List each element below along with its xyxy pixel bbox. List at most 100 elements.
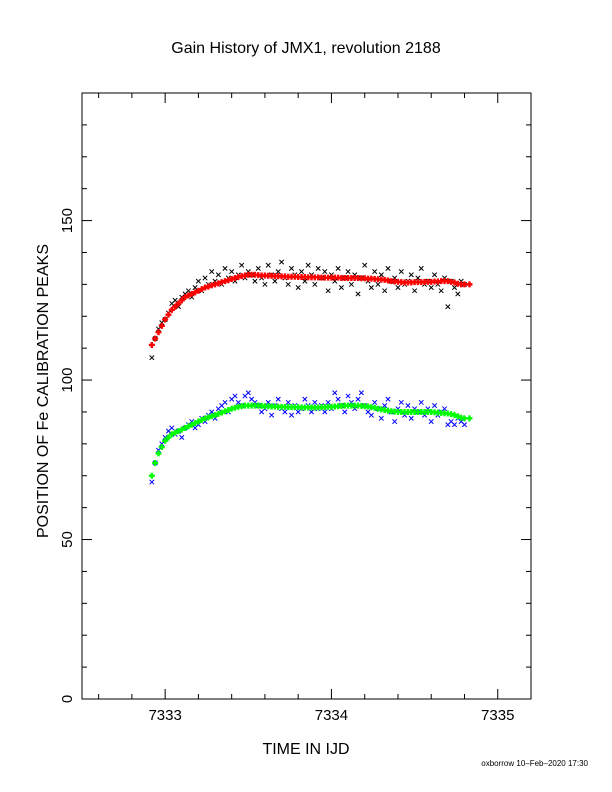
data-point (215, 280, 222, 287)
data-point (252, 278, 258, 284)
data-point (202, 275, 208, 281)
data-point (451, 422, 458, 428)
data-point (308, 409, 315, 415)
data-point (466, 281, 473, 288)
data-point (182, 424, 189, 431)
series-0 (149, 259, 468, 361)
data-point (355, 396, 361, 402)
data-point (325, 288, 331, 294)
data-point (392, 418, 398, 425)
data-point (348, 399, 354, 405)
data-point (412, 288, 418, 294)
data-point (298, 269, 305, 275)
data-point (148, 472, 155, 479)
data-point (152, 335, 159, 342)
data-point (205, 414, 212, 421)
data-point (158, 444, 165, 451)
data-point (455, 291, 461, 297)
data-point (275, 269, 281, 275)
data-point (398, 399, 404, 405)
data-point (402, 412, 408, 418)
data-point (325, 399, 331, 405)
data-point (395, 406, 401, 412)
data-point (418, 265, 424, 271)
data-point (178, 426, 185, 433)
data-point (382, 403, 388, 409)
y-axis-label: POSITION OF Fe CALIBRATION PEAKS (35, 244, 52, 538)
data-point (192, 289, 199, 296)
data-point (225, 277, 232, 284)
plot-frame (81, 92, 532, 700)
data-point (209, 269, 215, 275)
footer-credit: oxborrow 10–Feb–2020 17:30 (481, 759, 588, 768)
data-point (342, 409, 348, 415)
data-point (345, 269, 351, 275)
series-3 (148, 402, 473, 479)
data-point (245, 390, 251, 396)
data-point (185, 423, 192, 430)
data-point (239, 262, 245, 268)
data-point (229, 269, 235, 275)
data-point (288, 412, 295, 418)
data-point (168, 306, 175, 313)
x-tick-label: 7333 (148, 707, 181, 724)
data-point (295, 285, 301, 291)
y-tick-label: 50 (59, 531, 76, 548)
data-point (441, 406, 448, 412)
data-point (215, 272, 221, 278)
data-point (192, 285, 198, 291)
data-point (232, 393, 238, 399)
data-point (322, 409, 328, 415)
data-point (332, 390, 338, 396)
data-point (378, 415, 384, 421)
data-point (335, 396, 341, 402)
data-point (215, 410, 222, 417)
y-tick-label: 100 (59, 368, 76, 393)
data-point (149, 479, 155, 485)
data-point (441, 275, 448, 281)
data-point (385, 265, 391, 271)
axis-tick-labels: 7333 7334 7335 0 50 100 150 (59, 208, 514, 724)
data-point (355, 291, 361, 297)
data-point (165, 311, 172, 318)
data-point (451, 412, 458, 419)
data-point (205, 283, 212, 290)
data-point (428, 285, 434, 291)
data-point (422, 412, 428, 418)
data-point (315, 265, 321, 271)
data-point (155, 447, 162, 453)
data-point (368, 285, 374, 291)
data-point (195, 278, 201, 284)
data-point (172, 297, 178, 303)
data-point (185, 288, 191, 294)
data-point (395, 285, 401, 291)
data-point (152, 459, 159, 466)
data-point (451, 279, 458, 286)
data-point (185, 292, 192, 299)
data-point (175, 300, 182, 307)
data-point (192, 420, 199, 427)
data-point (415, 275, 421, 281)
data-point (165, 434, 172, 441)
data-point (461, 422, 468, 428)
data-point (312, 281, 318, 287)
data-point (282, 409, 288, 415)
data-point (188, 421, 195, 428)
axis-ticks (82, 92, 532, 700)
data-point (158, 322, 165, 329)
data-point (358, 390, 364, 396)
data-point (275, 396, 281, 402)
data-point (454, 413, 461, 420)
data-point (385, 396, 391, 402)
data-point (405, 403, 411, 409)
data-point (222, 408, 229, 415)
data-point (398, 269, 404, 275)
data-point (352, 272, 358, 278)
data-point (466, 415, 473, 422)
data-point (408, 415, 414, 421)
y-tick-label: 150 (59, 208, 76, 233)
data-point (175, 304, 182, 310)
data-point (162, 434, 168, 441)
data-point (312, 399, 318, 405)
